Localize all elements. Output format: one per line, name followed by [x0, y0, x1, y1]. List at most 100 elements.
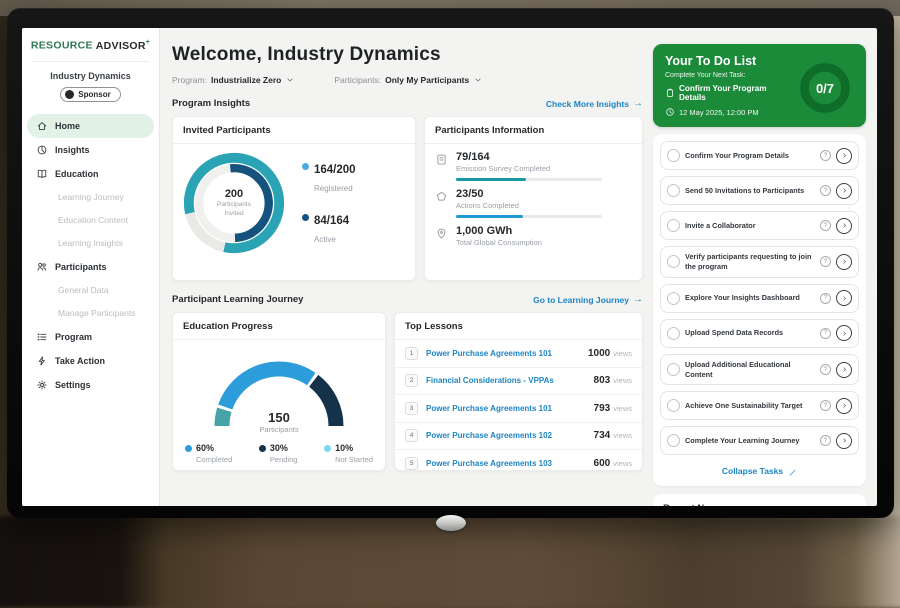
- todo-task[interactable]: Invite a Collaborator?: [660, 211, 859, 240]
- lesson-rank: 2: [405, 374, 418, 388]
- todo-task[interactable]: Confirm Your Program Details?: [660, 141, 859, 170]
- lesson-views: 793: [593, 402, 611, 414]
- arrow-right-icon: →: [633, 98, 643, 109]
- card-title: Invited Participants: [173, 117, 415, 144]
- todo-task[interactable]: Verify participants requesting to join t…: [660, 246, 859, 278]
- help-icon[interactable]: ?: [820, 400, 831, 412]
- legend-dot: [302, 162, 309, 170]
- lesson-rank: 5: [405, 456, 418, 470]
- gauge-legend-item: 30% Pending: [258, 443, 297, 464]
- todo-ring-svg: [800, 63, 850, 113]
- task-checkbox[interactable]: [667, 149, 680, 162]
- task-checkbox[interactable]: [667, 184, 680, 197]
- sidebar-item-insights[interactable]: Insights: [22, 138, 159, 162]
- help-icon[interactable]: ?: [820, 150, 831, 161]
- main-area: Welcome, Industry Dynamics Program: Indu…: [160, 28, 877, 506]
- task-chevron-button[interactable]: [836, 253, 852, 270]
- task-checkbox[interactable]: [667, 291, 680, 305]
- task-checkbox[interactable]: [667, 363, 680, 377]
- sidebar-item-participants[interactable]: Participants: [22, 255, 159, 279]
- task-checkbox[interactable]: [667, 255, 680, 269]
- learning-journey-header: Participant Learning Journey Go to Learn…: [172, 294, 643, 305]
- chevron-right-icon: [841, 187, 848, 194]
- legend-label: Active: [314, 234, 336, 244]
- task-checkbox[interactable]: [667, 326, 680, 340]
- filter-value: Only My Participants: [385, 75, 470, 85]
- clipboard-icon: [665, 88, 675, 98]
- task-checkbox[interactable]: [667, 399, 680, 413]
- todo-task[interactable]: Send 50 Invitations to Participants?: [660, 176, 859, 205]
- todo-task[interactable]: Upload Additional Educational Content?: [660, 353, 859, 386]
- sidebar: RESOURCE ADVISOR+ Industry Dynamics Spons…: [22, 28, 160, 506]
- task-chevron-button[interactable]: [836, 217, 852, 234]
- lesson-link[interactable]: Power Purchase Agreements 101: [426, 403, 552, 413]
- chevron-right-icon: [841, 152, 848, 159]
- todo-task[interactable]: Achieve One Sustainability Target?: [660, 391, 859, 421]
- lesson-link[interactable]: Power Purchase Agreements 103: [426, 458, 552, 468]
- card-title: Participants Information: [425, 117, 642, 144]
- todo-task[interactable]: Upload Spend Data Records?: [660, 318, 859, 348]
- sidebar-item-general-data[interactable]: General Data: [22, 279, 159, 302]
- help-icon[interactable]: ?: [820, 364, 831, 376]
- todo-subtitle: Complete Your Next Task:: [665, 72, 746, 79]
- sidebar-item-education-content[interactable]: Education Content: [22, 209, 159, 232]
- metric-value: 79/164: [456, 151, 490, 163]
- invited-donut-chart: 200 Participants Invited: [179, 148, 289, 258]
- pin-icon: [435, 227, 448, 240]
- take-action-icon: [36, 355, 48, 367]
- legend-dot: [302, 213, 309, 221]
- sidebar-item-home[interactable]: Home: [27, 113, 154, 138]
- collapse-tasks-link[interactable]: Collapse Tasks: [660, 461, 859, 483]
- program-filter[interactable]: Program: Industrialize Zero: [172, 75, 294, 85]
- views-suffix: views: [613, 403, 632, 413]
- task-chevron-button[interactable]: [836, 290, 852, 307]
- task-chevron-button[interactable]: [836, 147, 852, 164]
- gauge-legend-item: 60% Completed: [185, 443, 232, 464]
- go-to-learning-journey-link[interactable]: Go to Learning Journey →: [533, 294, 643, 305]
- sponsor-badge: Sponsor: [60, 86, 121, 102]
- insights-cards-row: Invited Participants 200 Participants In…: [172, 116, 643, 281]
- views-suffix: views: [613, 431, 632, 441]
- todo-task[interactable]: Explore Your Insights Dashboard?: [660, 283, 859, 313]
- arrow-right-icon: →: [633, 294, 643, 305]
- help-icon[interactable]: ?: [820, 220, 831, 231]
- task-checkbox[interactable]: [667, 219, 680, 232]
- top-lessons-card: Top Lessons 1 Power Purchase Agreements 1…: [394, 312, 643, 471]
- task-chevron-button[interactable]: [836, 397, 852, 414]
- check-more-insights-link[interactable]: Check More Insights →: [546, 98, 643, 109]
- sidebar-item-education[interactable]: Education: [22, 162, 159, 186]
- help-icon[interactable]: ?: [820, 327, 831, 339]
- task-chevron-button[interactable]: [836, 361, 852, 378]
- help-icon[interactable]: ?: [820, 256, 831, 268]
- legend-label: Not Started: [335, 455, 373, 464]
- sidebar-item-learning-insights[interactable]: Learning Insights: [22, 232, 159, 255]
- invited-body: 200 Participants Invited 164/200 Register…: [173, 144, 415, 262]
- help-icon[interactable]: ?: [820, 435, 831, 447]
- lesson-link[interactable]: Power Purchase Agreements 102: [426, 431, 552, 441]
- chevron-right-icon: [841, 437, 848, 444]
- brand-plus: +: [145, 39, 151, 46]
- task-label: Verify participants requesting to join t…: [685, 252, 812, 271]
- task-chevron-button[interactable]: [836, 325, 852, 342]
- participants-info-row: 23/50 Actions Completed: [435, 188, 632, 218]
- task-checkbox[interactable]: [667, 434, 680, 448]
- nav-label: Manage Participants: [58, 308, 136, 318]
- task-chevron-button[interactable]: [836, 182, 852, 199]
- sidebar-item-learning-journey[interactable]: Learning Journey: [22, 186, 159, 209]
- program-icon: [36, 331, 48, 343]
- help-icon[interactable]: ?: [820, 185, 831, 196]
- sidebar-item-settings[interactable]: Settings: [22, 373, 159, 397]
- sidebar-item-manage-participants[interactable]: Manage Participants: [22, 302, 159, 325]
- lesson-link[interactable]: Financial Considerations - VPPAs: [426, 376, 554, 386]
- participants-filter[interactable]: Participants: Only My Participants: [334, 75, 482, 85]
- task-label: Complete Your Learning Journey: [685, 435, 800, 445]
- task-chevron-button[interactable]: [836, 432, 852, 449]
- help-icon[interactable]: ?: [820, 292, 831, 304]
- legend-value: 30%: [269, 443, 288, 453]
- lesson-link[interactable]: Power Purchase Agreements 101: [426, 348, 552, 358]
- sidebar-item-program[interactable]: Program: [22, 325, 159, 349]
- todo-task[interactable]: Complete Your Learning Journey?: [660, 426, 859, 456]
- sidebar-item-take-action[interactable]: Take Action: [22, 349, 159, 373]
- legend-value: 10%: [335, 443, 354, 453]
- todo-column: Your To Do List Complete Your Next Task:…: [653, 28, 866, 506]
